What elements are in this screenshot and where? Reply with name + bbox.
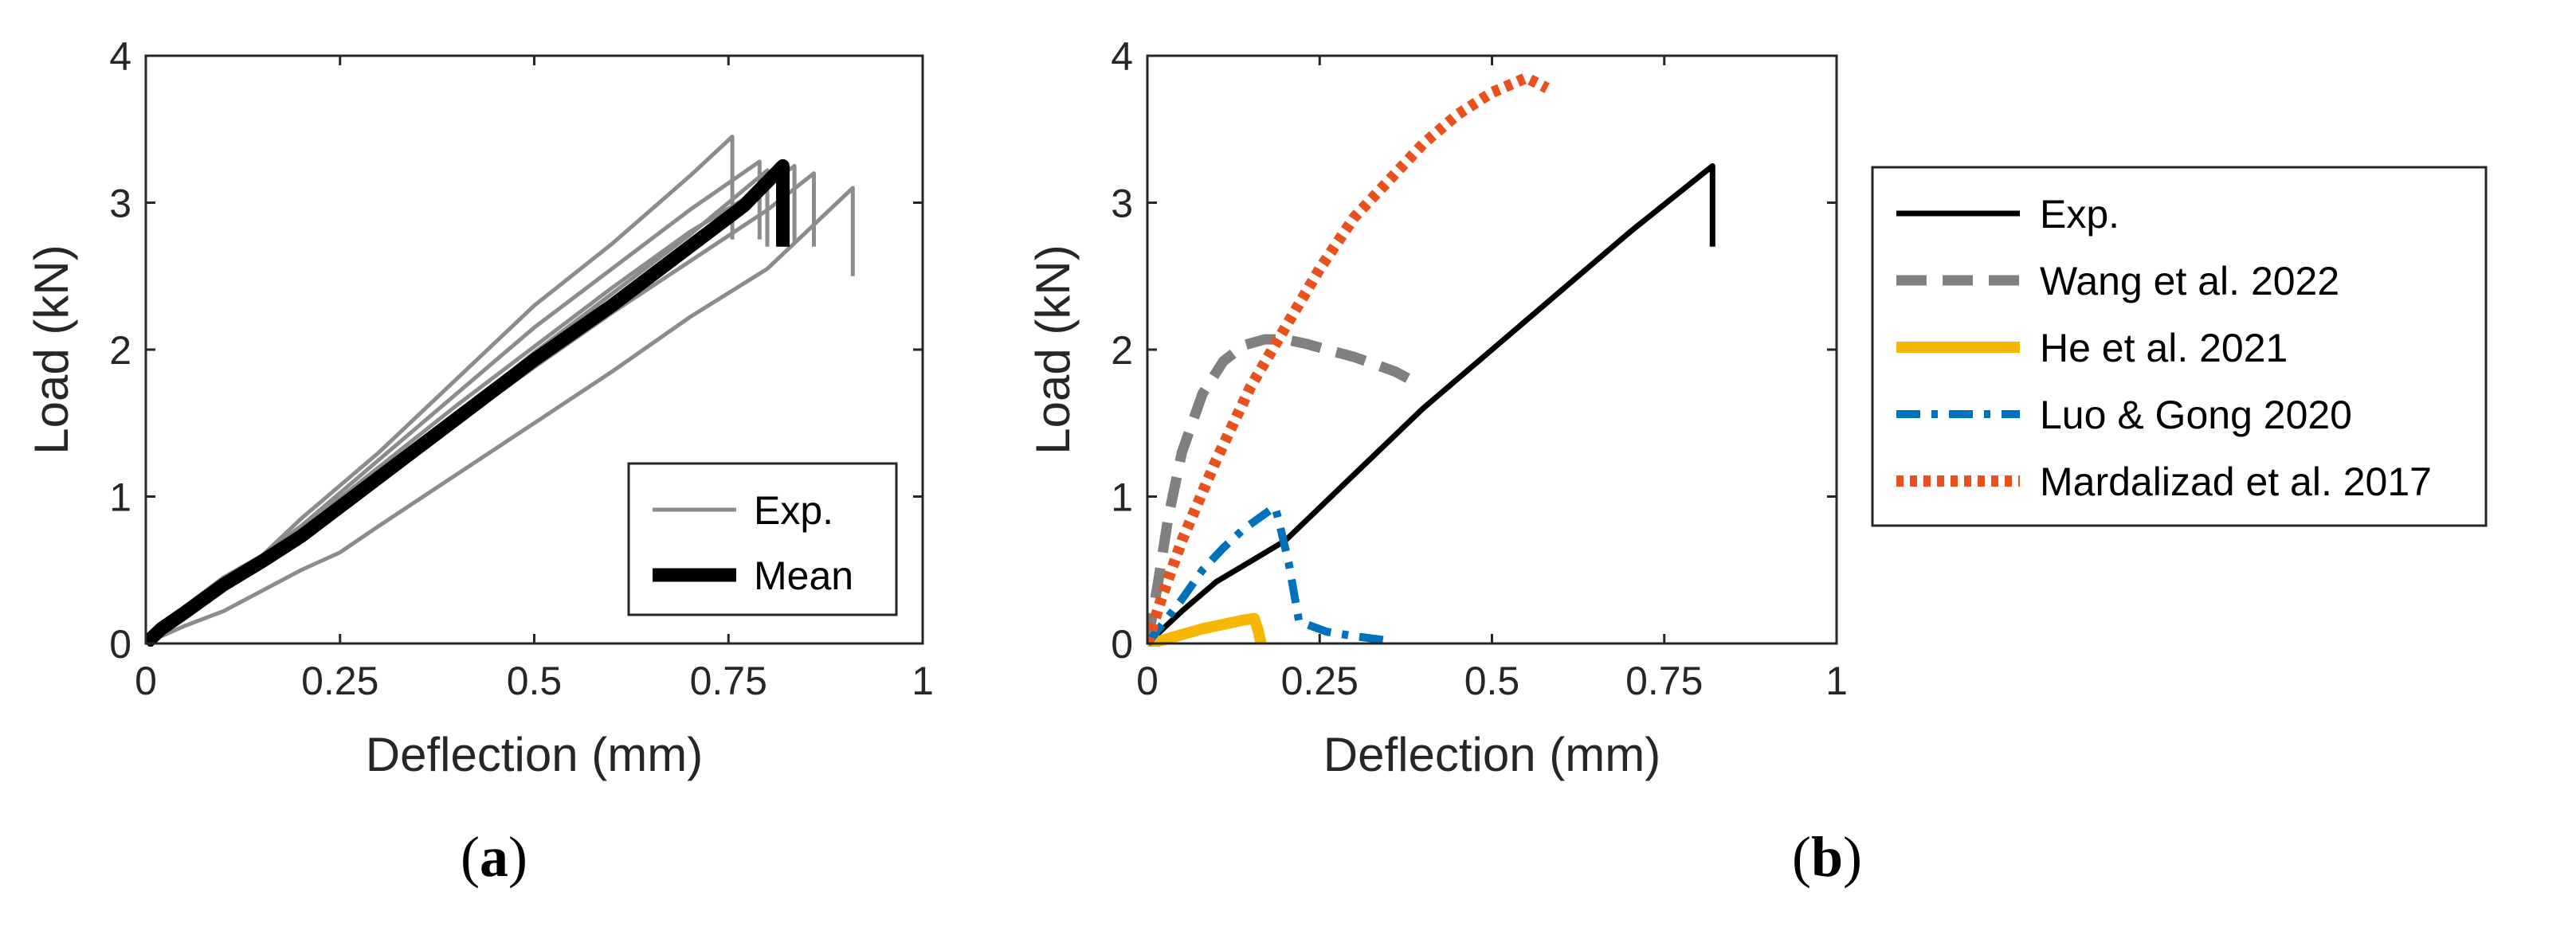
x-tick-label: 0.75 bbox=[690, 659, 767, 703]
x-tick-label: 0.75 bbox=[1625, 659, 1703, 703]
x-tick-label: 0 bbox=[1136, 659, 1159, 703]
series-line-luo-gong-2020 bbox=[1147, 503, 1390, 647]
x-tick-label: 0 bbox=[135, 659, 157, 703]
series-line-wang-et-al-2022 bbox=[1147, 334, 1412, 645]
series-group bbox=[1147, 72, 1715, 647]
legend-label: Mean bbox=[754, 553, 853, 598]
legend-label: Exp. bbox=[2040, 192, 2119, 237]
y-axis-label: Load (kN) bbox=[1026, 244, 1080, 454]
x-tick-label: 0.5 bbox=[507, 659, 563, 703]
y-tick-label: 4 bbox=[1111, 34, 1133, 79]
legend-label: Mardalizad et al. 2017 bbox=[2040, 460, 2432, 504]
panel-label: (b) bbox=[1792, 825, 1862, 889]
y-axis-label: Load (kN) bbox=[25, 244, 78, 454]
y-tick-label: 2 bbox=[109, 328, 131, 373]
panel-label: (a) bbox=[461, 825, 527, 889]
y-tick-label: 0 bbox=[1111, 622, 1133, 667]
x-axis-label: Deflection (mm) bbox=[366, 728, 703, 781]
y-tick-label: 3 bbox=[1111, 182, 1133, 226]
y-tick-label: 4 bbox=[109, 34, 131, 79]
legend-box bbox=[627, 462, 898, 616]
x-tick-label: 1 bbox=[1825, 659, 1848, 703]
series-line-he-et-al-2021 bbox=[1147, 612, 1267, 647]
series-line-mean bbox=[146, 158, 790, 647]
legend-label: Luo & Gong 2020 bbox=[2040, 393, 2352, 437]
legend-label: Wang et al. 2022 bbox=[2040, 259, 2339, 303]
x-tick-label: 0.25 bbox=[301, 659, 378, 703]
series-line-exp- bbox=[146, 186, 855, 646]
x-axis-label: Deflection (mm) bbox=[1323, 728, 1660, 781]
legend-label: He et al. 2021 bbox=[2040, 326, 2288, 370]
series-group bbox=[146, 135, 855, 647]
x-tick-label: 0.5 bbox=[1464, 659, 1520, 703]
series-line-mardalizad-et-al-2017 bbox=[1147, 72, 1550, 646]
y-tick-label: 2 bbox=[1111, 328, 1133, 373]
y-tick-label: 0 bbox=[109, 622, 131, 667]
panel-a: 0 0.25 0.5 0.75 1 0 1 2 3 4 Deflection (mm) Load (k… bbox=[25, 34, 934, 889]
legend-label: Exp. bbox=[754, 488, 833, 533]
panel-b: 0 0.25 0.5 0.75 1 0 1 2 3 4 Deflection (mm) Load (k… bbox=[1026, 34, 2488, 889]
x-tick-label: 0.25 bbox=[1281, 659, 1359, 703]
x-tick-label: 1 bbox=[912, 659, 934, 703]
y-tick-label: 1 bbox=[1111, 475, 1133, 520]
y-tick-label: 3 bbox=[109, 182, 131, 226]
series-line-exp- bbox=[1147, 162, 1715, 646]
y-tick-label: 1 bbox=[109, 475, 131, 520]
